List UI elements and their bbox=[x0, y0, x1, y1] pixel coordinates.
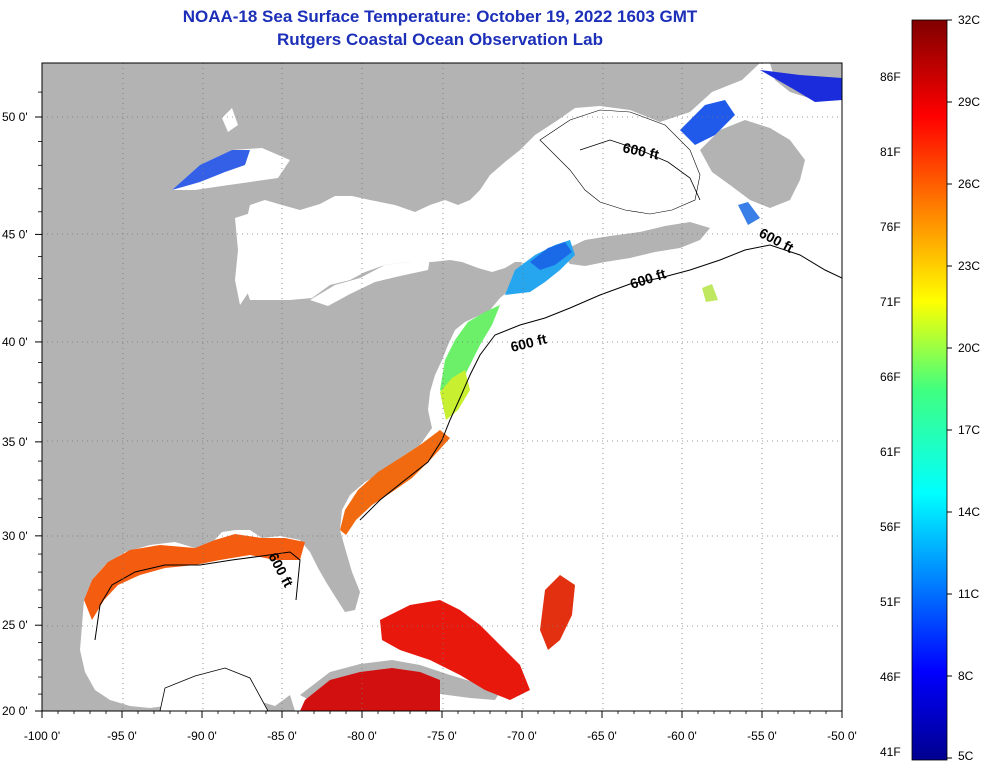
newfoundland-land bbox=[700, 120, 805, 208]
map-title: NOAA-18 Sea Surface Temperature: October… bbox=[182, 7, 698, 26]
lake-michigan-huron bbox=[235, 210, 360, 305]
lon-tick-label: -55 0' bbox=[747, 729, 777, 743]
colorbar-celsius-label: 17C bbox=[958, 423, 980, 437]
lon-tick-label: -100 0' bbox=[24, 729, 60, 743]
colorbar-fahrenheit-label: 61F bbox=[880, 445, 901, 459]
colorbar-celsius-label: 26C bbox=[958, 177, 980, 191]
colorbar-celsius-label: 29C bbox=[958, 95, 980, 109]
colorbar-celsius-label: 11C bbox=[958, 587, 979, 601]
lake-nipigon bbox=[222, 108, 238, 132]
colorbar-fahrenheit-label: 81F bbox=[880, 145, 901, 159]
latitude-axis: 50 0' 45 0' 40 0' 35 0' 30 0' 25 0' 20 0' bbox=[2, 91, 42, 718]
colorbar-fahrenheit-label: 56F bbox=[880, 520, 901, 534]
sst-lake-superior bbox=[172, 150, 250, 190]
sst-southeast-shelf bbox=[340, 430, 450, 535]
sst-labrador bbox=[760, 70, 842, 102]
colorbar-celsius-labels: 32C 29C 26C 23C 20C 17C 14C 11C 8C 5C bbox=[947, 13, 980, 763]
lon-tick-label: -50 0' bbox=[827, 729, 857, 743]
colorbar-celsius-label: 23C bbox=[958, 259, 980, 273]
isobath-gulf bbox=[94, 551, 301, 641]
map-subtitle: Rutgers Coastal Ocean Observation Lab bbox=[277, 30, 603, 49]
isobath-gulf-stlawrence bbox=[579, 139, 701, 201]
colorbar-celsius-label: 20C bbox=[958, 341, 980, 355]
lon-tick-label: -65 0' bbox=[587, 729, 617, 743]
lat-tick-label: 25 0' bbox=[2, 618, 28, 632]
colorbar-fahrenheit-label: 76F bbox=[880, 220, 901, 234]
colorbar bbox=[911, 19, 948, 761]
colorbar-celsius-label: 14C bbox=[958, 505, 980, 519]
nova-scotia-land bbox=[560, 222, 710, 266]
graticule bbox=[42, 63, 842, 711]
colorbar-fahrenheit-label: 46F bbox=[880, 670, 901, 684]
sst-gulf-north bbox=[84, 534, 305, 620]
colorbar-celsius-label: 8C bbox=[958, 669, 974, 683]
colorbar-fahrenheit-label: 86F bbox=[880, 70, 901, 84]
sst-caribbean bbox=[380, 600, 530, 700]
sst-caribbean-south bbox=[300, 668, 440, 711]
sst-south-newfoundland bbox=[738, 202, 760, 225]
sst-atlantic-east bbox=[540, 575, 575, 650]
lat-tick-label: 45 0' bbox=[2, 227, 28, 241]
colorbar-fahrenheit-label: 71F bbox=[880, 295, 901, 309]
sst-cape-hatteras bbox=[440, 370, 470, 420]
lon-tick-label: -95 0' bbox=[107, 729, 137, 743]
lat-tick-label: 40 0' bbox=[2, 335, 28, 349]
lon-tick-label: -80 0' bbox=[347, 729, 377, 743]
sst-newfoundland-north bbox=[680, 100, 735, 145]
lat-tick-label: 50 0' bbox=[2, 110, 28, 124]
colorbar-fahrenheit-label: 51F bbox=[880, 595, 901, 609]
sst-gulf-maine-inner bbox=[530, 242, 572, 270]
lon-tick-label: -90 0' bbox=[187, 729, 217, 743]
colorbar-fahrenheit-labels: 86F 81F 76F 71F 66F 61F 56F 51F 46F 41F bbox=[880, 70, 901, 759]
lon-tick-label: -85 0' bbox=[267, 729, 297, 743]
colorbar-celsius-label: 5C bbox=[958, 749, 974, 763]
colorbar-fahrenheit-label: 41F bbox=[880, 745, 901, 759]
gulf-st-lawrence bbox=[539, 109, 701, 215]
lon-tick-label: -70 0' bbox=[507, 729, 537, 743]
lat-tick-label: 20 0' bbox=[2, 704, 28, 718]
lat-tick-label: 35 0' bbox=[2, 435, 28, 449]
lon-tick-label: -60 0' bbox=[667, 729, 697, 743]
lon-tick-label: -75 0' bbox=[427, 729, 457, 743]
contour-label-600ft: 600 ft bbox=[621, 139, 660, 162]
north-america-land bbox=[42, 63, 760, 711]
lake-erie-ontario bbox=[310, 258, 430, 306]
sst-nova-scotia-shelf bbox=[702, 284, 718, 302]
colorbar-celsius-label: 32C bbox=[958, 13, 980, 27]
isobath-atlantic bbox=[359, 244, 842, 521]
longitude-axis: -100 0' -95 0' -90 0' -85 0' -80 0' -75 0' -70… bbox=[24, 711, 857, 743]
colorbar-fahrenheit-label: 66F bbox=[880, 370, 901, 384]
yucatan bbox=[159, 667, 269, 711]
lat-tick-label: 30 0' bbox=[2, 529, 28, 543]
